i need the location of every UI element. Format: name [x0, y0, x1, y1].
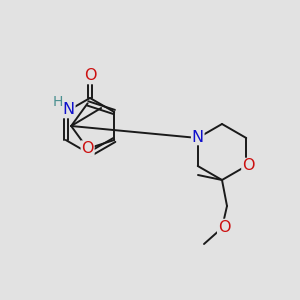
Text: O: O	[242, 158, 254, 173]
Text: H: H	[52, 95, 63, 109]
Text: O: O	[218, 220, 230, 235]
Text: N: N	[192, 130, 204, 145]
Text: O: O	[81, 141, 94, 156]
Text: N: N	[63, 103, 75, 118]
Text: O: O	[84, 68, 96, 83]
